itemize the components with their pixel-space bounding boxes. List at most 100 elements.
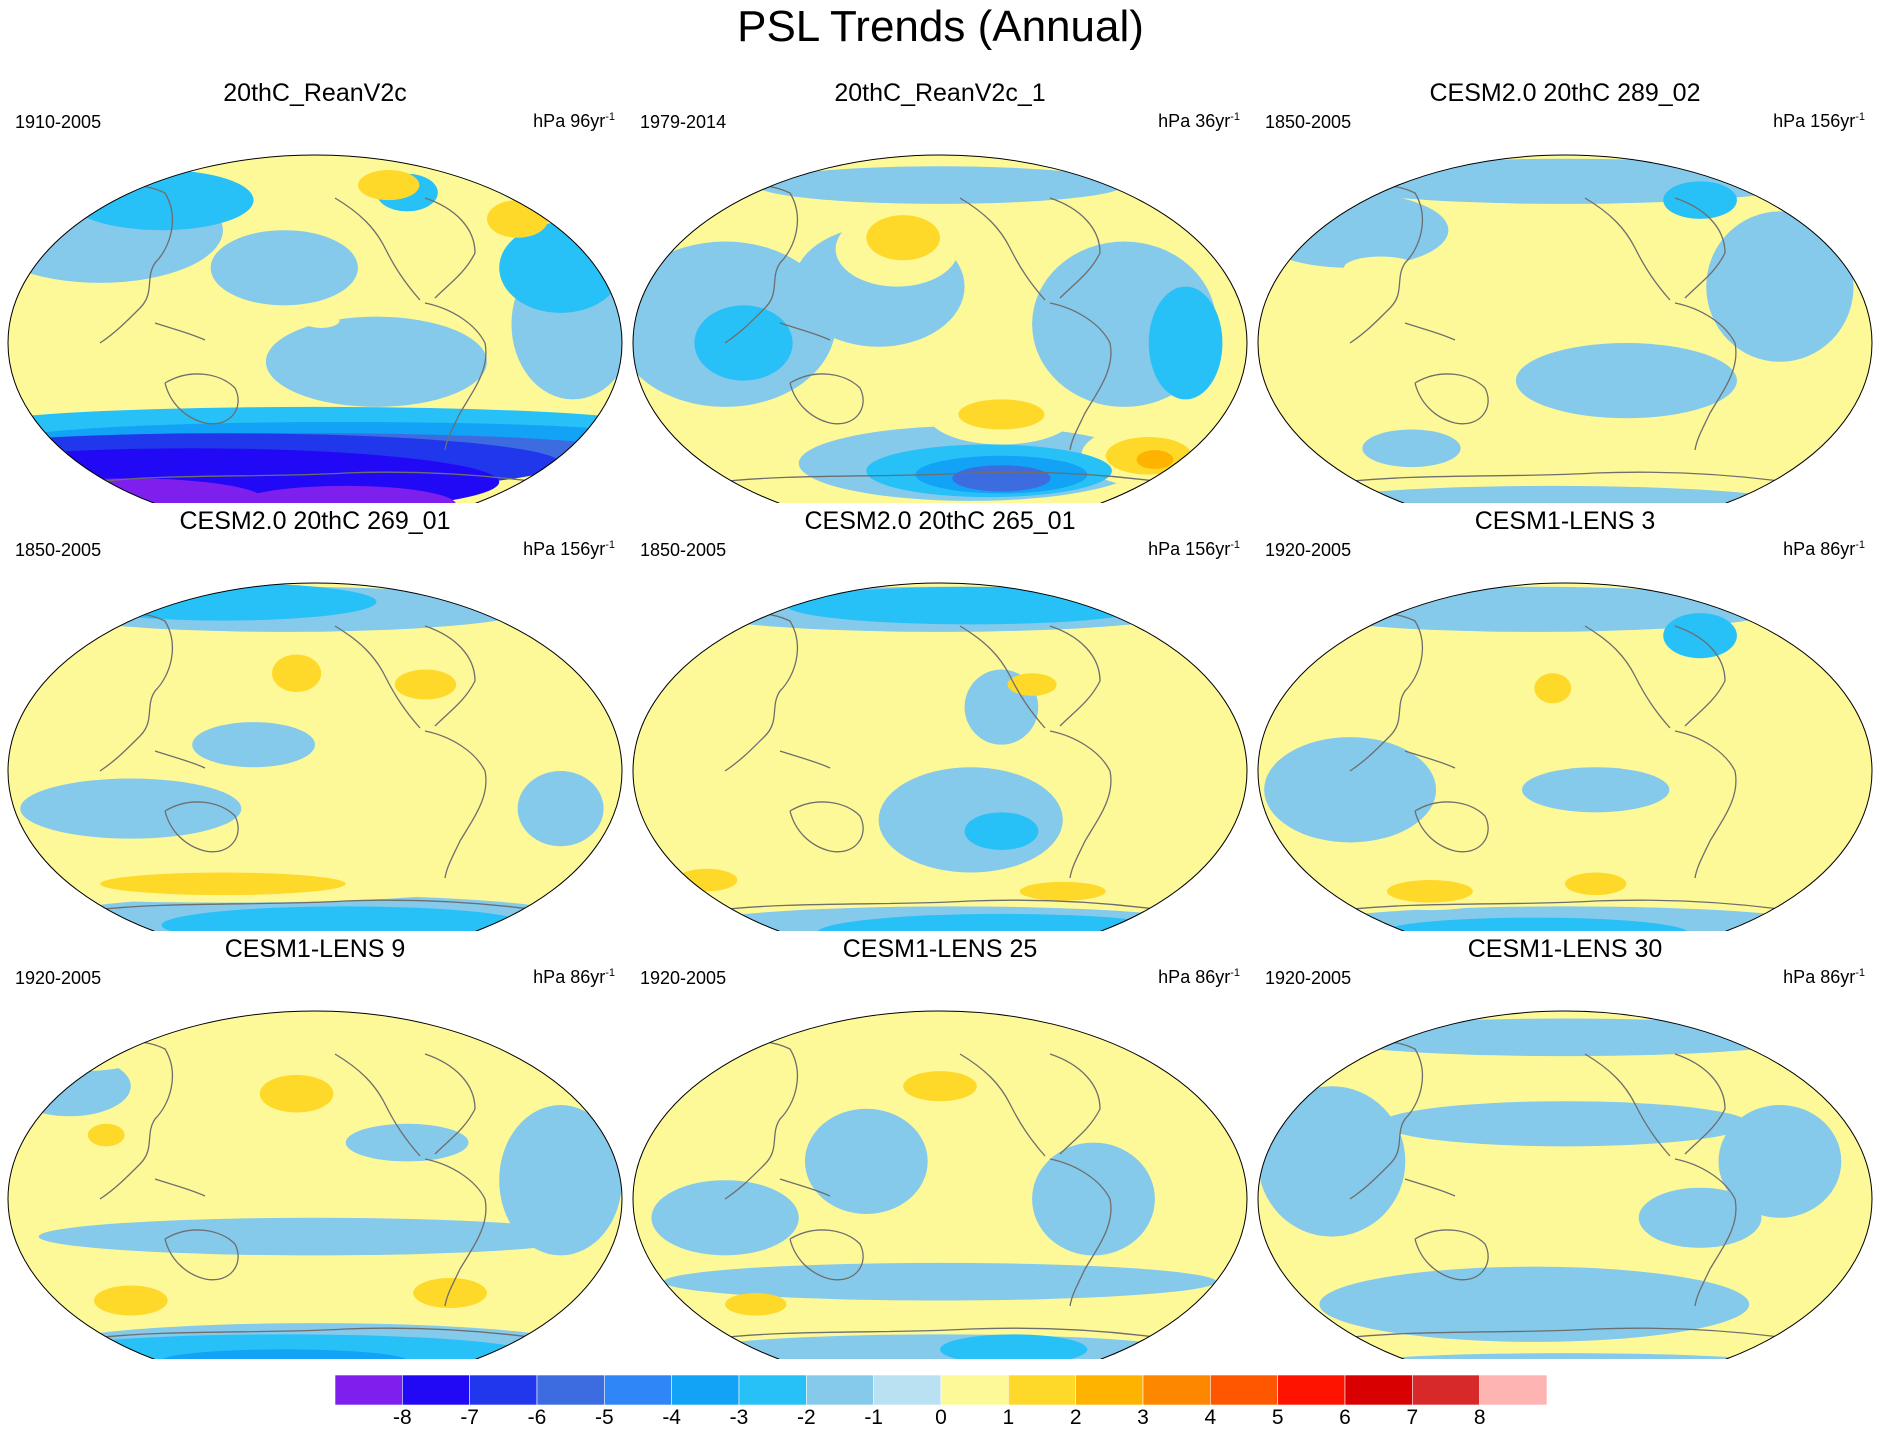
panel-title: CESM1-LENS 30 — [1467, 935, 1663, 963]
trend-contour-region — [1638, 1187, 1762, 1248]
trend-contour-region — [265, 316, 487, 407]
trend-contour-region — [725, 1022, 1155, 1060]
trend-contour-region — [20, 1041, 144, 1072]
panel-period: 1920-2005 — [1265, 968, 1352, 988]
colorbar-tick-label: 1 — [1002, 1406, 1015, 1429]
trend-contour-region — [357, 170, 420, 201]
map-panel: CESM1-LENS 30 1920-2005 hPa 86yr-1 — [1255, 934, 1875, 1359]
trend-contour-region — [259, 1074, 334, 1113]
trend-contour-region — [302, 312, 340, 328]
trend-contour-region — [192, 722, 315, 768]
colorbar-tick-label: 2 — [1069, 1406, 1082, 1429]
trend-contour-region — [1319, 1018, 1811, 1057]
map-panel: 20thC_ReanV2c_1 1979-2014 hPa 36yr-1 — [630, 78, 1250, 503]
panel-units: hPa 96yr-1 — [533, 111, 615, 131]
map-panel: CESM1-LENS 9 1920-2005 hPa 86yr-1 — [5, 934, 625, 1359]
trend-contour-region — [63, 388, 125, 419]
map-panel: CESM2.0 20thC 265_01 1850-2005 hPa 156yr… — [630, 506, 1250, 931]
colorbar-tick-label: 3 — [1137, 1406, 1149, 1429]
trend-contour-region — [235, 485, 457, 503]
trend-contour-region — [651, 1180, 799, 1256]
trend-contour-region — [1319, 1266, 1750, 1342]
colorbar-tick-label: -1 — [864, 1406, 883, 1429]
colorbar-tick-label: -3 — [729, 1406, 749, 1429]
map-outline — [1257, 1010, 1873, 1359]
trend-contour-region — [1343, 256, 1418, 280]
map-svg — [7, 154, 623, 503]
colorbar-swatch — [469, 1375, 538, 1405]
trend-contour-region — [100, 872, 346, 896]
panel-units: hPa 86yr-1 — [533, 967, 615, 987]
trend-contour-region — [694, 305, 793, 381]
panel-units: hPa 36yr-1 — [1158, 111, 1240, 131]
main-title: PSL Trends (Annual) — [737, 2, 1144, 51]
coastline-outlines — [1314, 1040, 1796, 1340]
map-svg — [1257, 582, 1873, 931]
colorbar-swatch — [604, 1375, 672, 1405]
trend-contour-region — [878, 767, 1063, 873]
trend-contour-region — [663, 1262, 1217, 1301]
trend-contour-region — [69, 170, 254, 231]
panel-units: hPa 156yr-1 — [523, 539, 615, 559]
trend-contour-region — [1522, 767, 1670, 813]
panel-period: 1920-2005 — [1265, 540, 1352, 560]
colorbar-swatch — [1412, 1375, 1480, 1405]
colorbar-tick-label: -2 — [796, 1406, 816, 1429]
colorbar-swatch — [335, 1375, 403, 1405]
trend-contour-region — [952, 465, 1051, 492]
trend-contour-region — [38, 1217, 592, 1256]
trend-contour-region — [1386, 880, 1473, 903]
trend-contour-region — [210, 230, 358, 306]
trend-contour-region — [964, 812, 1039, 850]
trend-contour-region — [1307, 485, 1799, 503]
colorbar-swatch — [940, 1375, 1009, 1405]
trend-contour-region — [804, 1108, 928, 1215]
trend-contour-region — [87, 1123, 125, 1147]
map-svg — [632, 154, 1248, 503]
map-svg — [1257, 1010, 1873, 1359]
trend-contour-region — [1718, 1105, 1842, 1218]
map-outline — [7, 582, 623, 931]
map-panel: CESM2.0 20thC 289_02 1850-2005 hPa 156yr… — [1255, 78, 1875, 503]
trend-contour-region — [940, 1334, 1088, 1359]
panel-units: hPa 86yr-1 — [1783, 539, 1865, 559]
map-panel: CESM1-LENS 3 1920-2005 hPa 86yr-1 — [1255, 506, 1875, 931]
colorbar-swatch — [1277, 1375, 1346, 1405]
colorbar-tick-label: 6 — [1339, 1406, 1351, 1429]
trend-contour-region — [663, 1029, 787, 1068]
map-panel: CESM2.0 20thC 269_01 1850-2005 hPa 156yr… — [5, 506, 625, 931]
colorbar-tick-label: -5 — [594, 1406, 614, 1429]
trend-contour-region — [755, 166, 1125, 204]
colorbar-swatch — [806, 1375, 874, 1405]
panel-period: 1910-2005 — [15, 112, 102, 132]
map-svg — [632, 1010, 1248, 1359]
colorbar-tick-label: -7 — [460, 1406, 479, 1429]
map-svg — [632, 582, 1248, 931]
colorbar — [335, 1375, 1547, 1405]
trend-contour-region — [1362, 429, 1461, 468]
panel-title: CESM2.0 20thC 269_01 — [179, 507, 451, 535]
trend-contour-region — [1380, 917, 1688, 931]
colorbar-swatch — [1344, 1375, 1413, 1405]
trend-contour-region — [682, 177, 756, 208]
trend-contour-region — [1258, 1086, 1406, 1237]
map-svg — [7, 582, 623, 931]
trend-contour-region — [394, 669, 457, 700]
panel-title: CESM1-LENS 25 — [842, 935, 1038, 963]
colorbar-swatch — [536, 1375, 605, 1405]
map-outline — [7, 1010, 623, 1359]
trend-contour-region — [517, 771, 604, 847]
trend-contour-region — [817, 913, 1186, 931]
trend-contour-region — [1380, 1101, 1750, 1147]
colorbar-swatch — [873, 1375, 942, 1405]
map-outline — [632, 154, 1248, 503]
trend-contour-region — [675, 868, 738, 892]
panel-title: 20thC_ReanV2c_1 — [834, 79, 1046, 107]
trend-contour-region — [866, 215, 940, 261]
map-panel: 20thC_ReanV2c 1910-2005 hPa 96yr-1 — [5, 78, 625, 503]
panel-title: CESM2.0 20thC 265_01 — [804, 507, 1076, 535]
trend-contour-region — [1007, 673, 1057, 696]
map-outline — [632, 1010, 1248, 1359]
panel-title: 20thC_ReanV2c — [223, 79, 407, 107]
panel-period: 1979-2014 — [640, 112, 727, 132]
